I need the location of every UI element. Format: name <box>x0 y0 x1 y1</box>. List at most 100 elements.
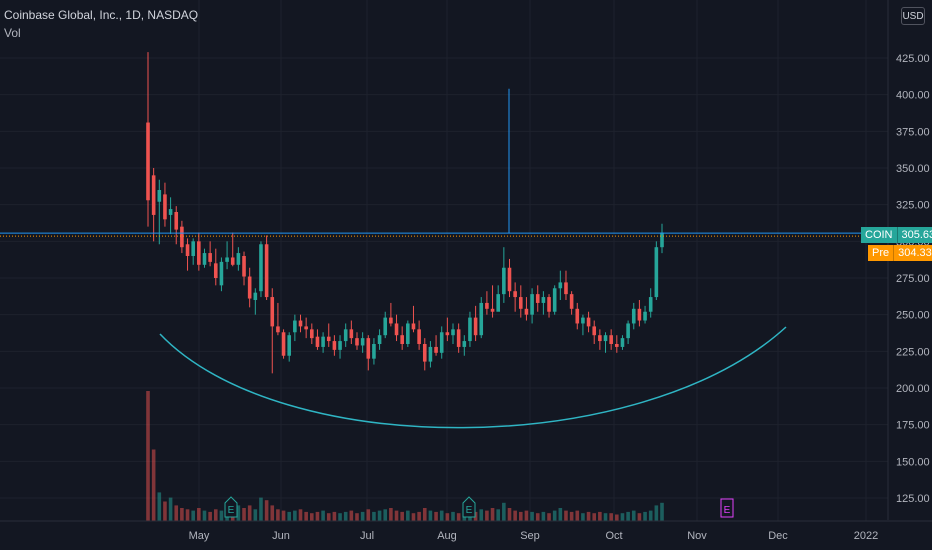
volume-bar <box>270 505 275 521</box>
candle-body <box>479 302 484 336</box>
volume-bar <box>321 510 325 521</box>
volume-bar <box>304 511 308 521</box>
volume-bar <box>377 510 382 521</box>
candle-body <box>326 336 331 342</box>
volume-bar <box>564 510 568 521</box>
volume-bar <box>338 513 342 521</box>
price-tick-label: 275.00 <box>896 273 930 285</box>
volume-bar <box>247 505 252 521</box>
volume-bar <box>456 513 461 521</box>
volume-bar <box>276 509 280 521</box>
candle-body <box>197 241 201 265</box>
volume-bar <box>637 513 642 521</box>
chart-title: Coinbase Global, Inc., 1D, NASDAQ <box>4 8 199 22</box>
candle-body <box>535 294 540 303</box>
time-axis: May Jun Jul Aug Sep Oct Nov Dec 2022 <box>0 520 932 542</box>
candle-body <box>230 257 235 265</box>
price-tick-label: 425.00 <box>896 53 930 65</box>
volume-bar <box>620 513 625 521</box>
candle-body <box>586 317 591 327</box>
pre-price-value: 304.33 <box>893 245 932 261</box>
earnings-marker-label: E <box>466 505 473 516</box>
volume-bar <box>157 492 162 521</box>
candle-body <box>253 292 258 300</box>
currency-button[interactable]: USD <box>901 7 925 25</box>
volume-bar <box>315 511 320 521</box>
price-tick-label: 325.00 <box>896 200 930 212</box>
volume-bar <box>535 513 540 521</box>
volume-bar <box>259 497 263 521</box>
candle-body <box>445 332 450 336</box>
price-tick-label: 350.00 <box>896 163 930 175</box>
candle-body <box>660 232 664 248</box>
candle-body <box>372 344 376 359</box>
candle-body <box>473 317 478 336</box>
volume-bar <box>552 510 557 521</box>
volume-bar <box>507 508 512 521</box>
volume-bar <box>219 510 224 521</box>
earnings-marker: E <box>462 496 476 518</box>
candle-body <box>530 294 534 315</box>
time-tick-label: Dec <box>768 530 788 542</box>
candle-body <box>208 253 212 262</box>
volume-bar <box>626 511 630 521</box>
candle-body <box>603 335 608 342</box>
volume-bar <box>298 509 303 521</box>
candle-body <box>394 323 399 336</box>
candle-body <box>219 261 224 286</box>
volume-bar <box>473 511 478 521</box>
candle-body <box>213 263 218 278</box>
candle-body <box>524 308 529 315</box>
candle-body <box>332 341 337 350</box>
candle-body <box>389 317 393 324</box>
volume-bar <box>654 505 659 521</box>
volume-bar <box>434 511 438 521</box>
candle-body <box>626 323 630 339</box>
earnings-marker-label: E <box>228 505 235 516</box>
candle-body <box>349 329 354 339</box>
candle-body <box>151 175 156 215</box>
volume-bar <box>400 511 404 521</box>
last-price-value: 305.63 <box>896 227 932 243</box>
candle-body <box>615 344 619 347</box>
candle-body <box>502 267 506 295</box>
candle-body <box>293 320 297 333</box>
volume-bar <box>213 509 218 521</box>
candle-body <box>304 326 308 330</box>
volume-bars <box>146 391 664 521</box>
time-tick-label: Nov <box>687 530 707 542</box>
candle-body <box>581 317 585 324</box>
volume-bar <box>281 510 286 521</box>
volume-bar <box>310 513 314 521</box>
volume-bar <box>439 510 444 521</box>
candle-body <box>202 253 207 265</box>
candle-body <box>276 326 280 333</box>
volume-bar <box>518 511 523 521</box>
time-tick-label: Jul <box>360 530 374 542</box>
candle-body <box>321 336 325 347</box>
volume-bar <box>236 505 241 521</box>
price-tick-label: 375.00 <box>896 126 930 138</box>
volume-bar <box>202 510 207 521</box>
volume-bar <box>569 511 574 521</box>
volume-bar <box>174 505 179 521</box>
candle-body <box>168 209 173 215</box>
volume-bar <box>547 513 551 521</box>
price-tick-label: 200.00 <box>896 383 930 395</box>
candle-body <box>468 317 472 342</box>
volume-bar <box>411 513 416 521</box>
volume-bar <box>355 513 359 521</box>
candle-body <box>439 332 444 353</box>
volume-bar <box>609 513 613 521</box>
time-tick-label: Oct <box>605 530 622 542</box>
volume-bar <box>541 511 546 521</box>
time-tick-label: Jun <box>272 530 290 542</box>
volume-bar <box>603 513 608 521</box>
volume-bar <box>349 510 354 521</box>
candle-body <box>620 338 625 347</box>
candle-body <box>490 308 495 312</box>
volume-bar <box>197 508 201 521</box>
pre-market-tag: Pre 304.33 <box>868 245 932 261</box>
volume-bar <box>660 502 664 521</box>
